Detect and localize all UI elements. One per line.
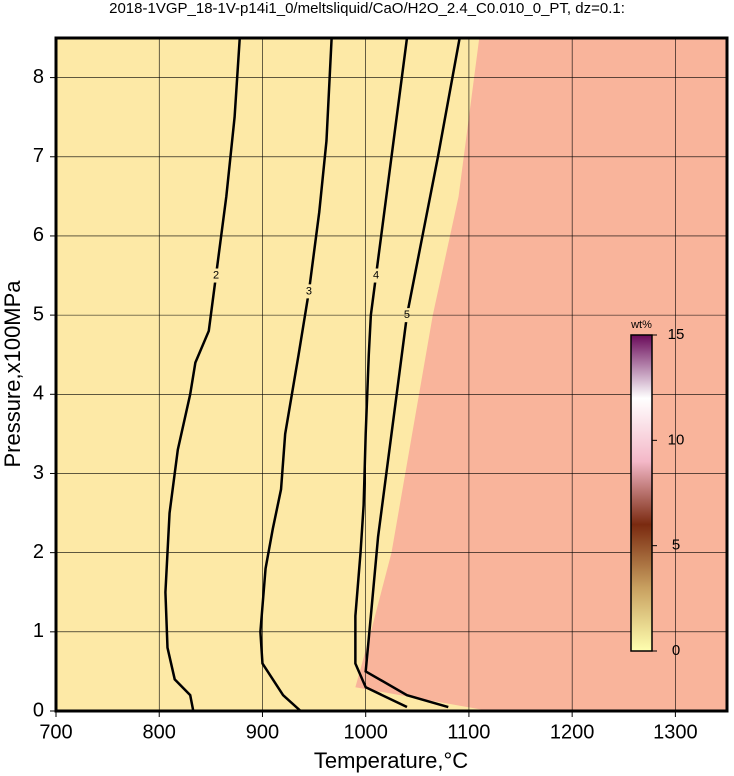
colorbar-tick-label: 15 <box>668 326 685 343</box>
x-tick-label: 1300 <box>653 721 698 743</box>
colorbar-tick-label: 5 <box>672 537 680 554</box>
contour-label-bg <box>211 268 222 283</box>
x-tick-label: 800 <box>143 721 176 743</box>
colorbar-tick-label: 10 <box>668 431 685 448</box>
x-tick-label: 1000 <box>343 721 388 743</box>
y-tick-label: 6 <box>33 224 44 246</box>
x-tick-label: 1200 <box>550 721 595 743</box>
contour-label: 3 <box>306 285 312 297</box>
x-tick-label: 900 <box>246 721 279 743</box>
y-tick-label: 7 <box>33 145 44 167</box>
y-tick-label: 2 <box>33 541 44 563</box>
x-tick-label: 1100 <box>447 721 490 743</box>
contour-label: 4 <box>373 269 379 281</box>
chart-title: 2018-1VGP_18-1V-p14i1_0/meltsliquid/CaO/… <box>109 0 625 17</box>
y-tick-label: 8 <box>33 66 44 88</box>
y-tick-label: 3 <box>33 462 44 484</box>
colorbar-tick-label: 0 <box>672 642 680 659</box>
contour-line <box>164 38 241 711</box>
contour-label-bg <box>371 268 382 283</box>
colorbar-label: wt% <box>630 319 652 331</box>
y-tick-label: 0 <box>33 699 44 721</box>
x-tick-label: 700 <box>39 721 72 743</box>
y-axis-label: Pressure,x100MPa <box>0 280 25 468</box>
contour-label: 2 <box>213 269 219 281</box>
y-tick-label: 5 <box>33 303 44 325</box>
contour-label-bg <box>303 284 314 299</box>
colorbar <box>630 334 653 652</box>
plot-frame <box>54 36 729 713</box>
x-axis-label: Temperature,°C <box>314 748 468 773</box>
y-tick-label: 4 <box>33 383 44 405</box>
y-tick-label: 1 <box>33 620 44 642</box>
